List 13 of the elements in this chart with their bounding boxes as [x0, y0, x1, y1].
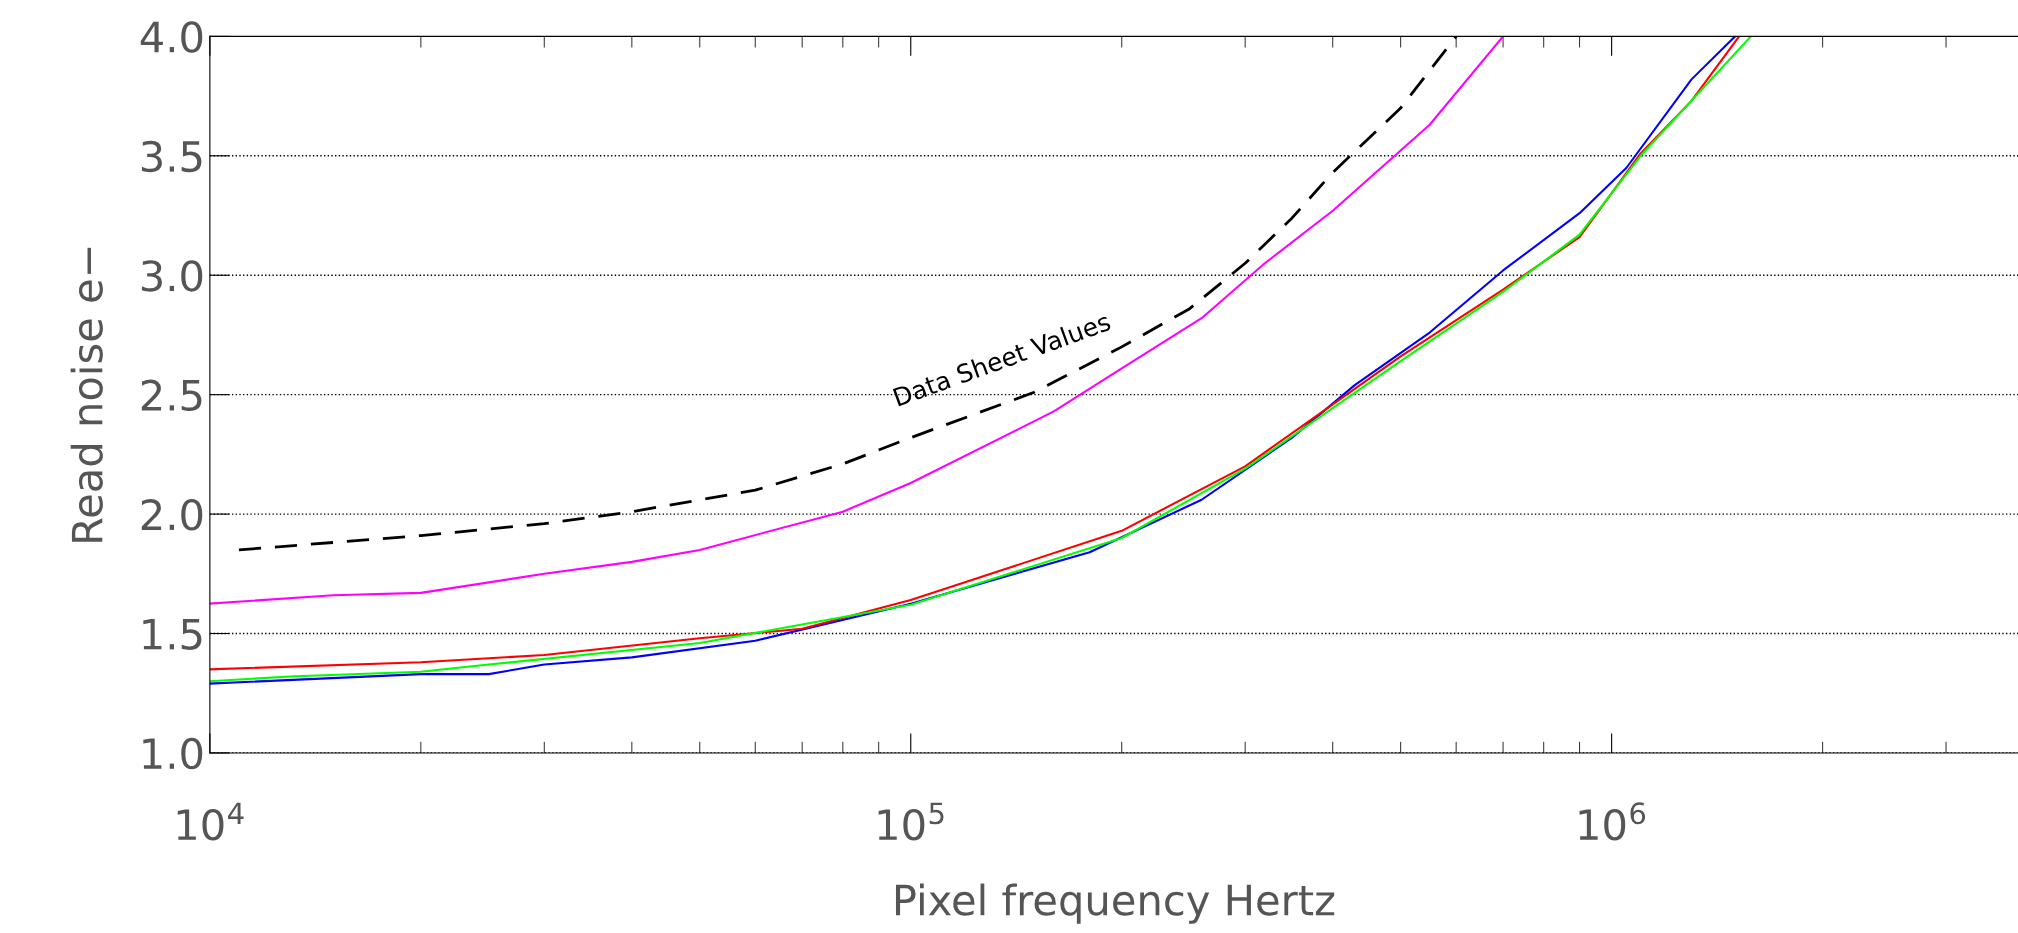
y-tick-label: 2.0: [141, 498, 203, 531]
y-tick-label: 2.5: [141, 379, 202, 412]
y-tick-label: 4.0: [140, 21, 203, 53]
x-axis-title: Pixel frequency Hertz: [895, 883, 1335, 924]
y-tick-label: 3.0: [141, 260, 203, 292]
y-tick-label: 1.0: [143, 737, 203, 770]
annotation: Data Sheet Values: [892, 311, 1112, 407]
x-tick-label: 10$^{5}$: [878, 802, 944, 841]
y-tick-label: 1.5: [143, 618, 202, 650]
x-tick-label: 10$^{4}$: [177, 802, 244, 841]
x-tick-label: 10$^{6}$: [1579, 802, 1646, 841]
y-tick-label: 3.5: [141, 140, 202, 173]
y-axis-title: Read noise e−: [70, 247, 103, 542]
